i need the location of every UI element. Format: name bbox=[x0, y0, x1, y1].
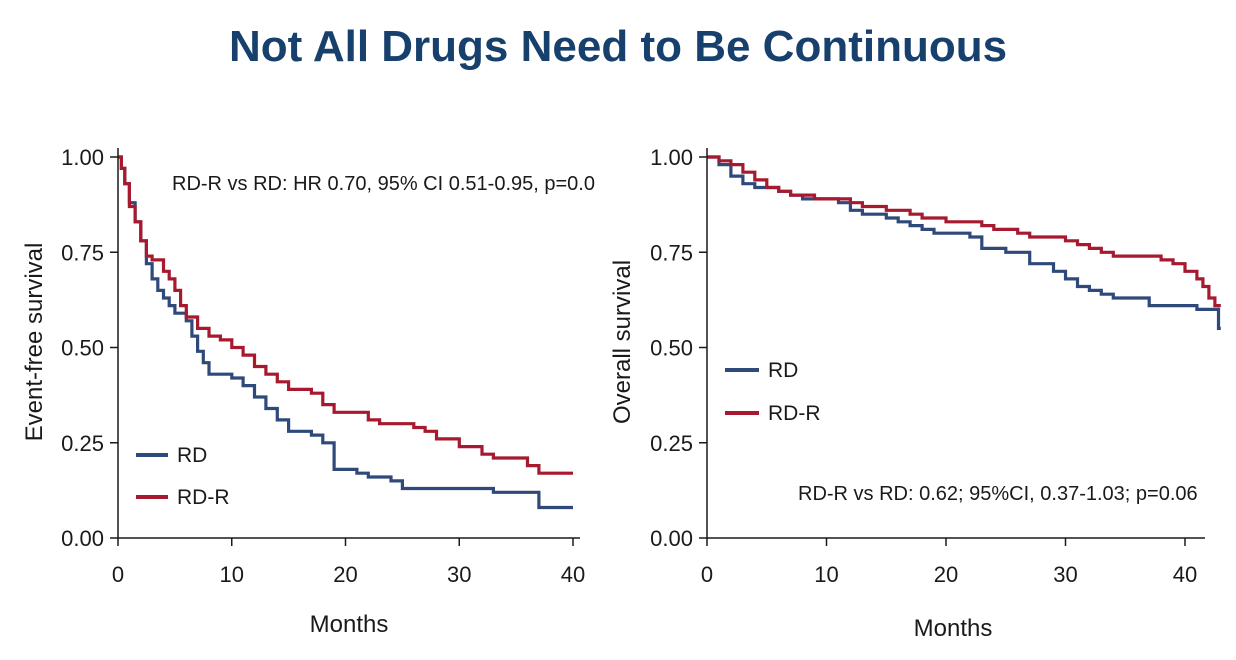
os-x-tick-label: 0 bbox=[701, 562, 713, 587]
slide-title: Not All Drugs Need to Be Continuous bbox=[228, 22, 1008, 71]
efs-y-tick-label: 1.00 bbox=[61, 145, 104, 170]
efs-legend-label-rdr: RD-R bbox=[177, 486, 230, 509]
os-y-axis-title: Overall survival bbox=[609, 260, 636, 424]
os-series-rd-line bbox=[707, 155, 1221, 330]
os-y-tick-label: 1.00 bbox=[650, 145, 693, 170]
efs-series-group bbox=[118, 155, 573, 510]
efs-x-tick-label: 10 bbox=[220, 562, 244, 587]
os-x-tick-label: 40 bbox=[1173, 562, 1197, 587]
efs-y-tick-label: 0.00 bbox=[61, 526, 104, 551]
efs-x-tick-label: 30 bbox=[447, 562, 471, 587]
efs-ticks: 0.00 0.25 0.50 0.75 1.00 0 10 20 30 40 bbox=[61, 145, 585, 587]
os-chart: 0.00 0.25 0.50 0.75 1.00 0 10 20 30 40 Overall su… bbox=[609, 145, 1221, 642]
efs-x-tick-label: 0 bbox=[112, 562, 124, 587]
os-x-axis-title: Months bbox=[914, 615, 993, 642]
os-y-tick-label: 0.00 bbox=[650, 526, 693, 551]
os-y-tick-label: 0.25 bbox=[650, 431, 693, 456]
os-series-group bbox=[707, 155, 1221, 330]
efs-y-tick-label: 0.25 bbox=[61, 431, 104, 456]
efs-y-tick-label: 0.75 bbox=[61, 240, 104, 265]
efs-legend: RD RD-R bbox=[136, 444, 230, 509]
os-y-tick-label: 0.75 bbox=[650, 240, 693, 265]
os-series-rd-r-line bbox=[707, 155, 1221, 308]
efs-x-axis-title: Months bbox=[310, 611, 389, 638]
efs-series-rd-r-line bbox=[118, 155, 573, 475]
efs-chart: 0.00 0.25 0.50 0.75 1.00 0 10 20 30 40 Event-free… bbox=[21, 145, 595, 638]
efs-annotation-clip: RD-R vs RD: HR 0.70, 95% CI 0.51-0.95, p… bbox=[172, 173, 595, 195]
efs-x-tick-label: 20 bbox=[333, 562, 357, 587]
os-x-tick-label: 20 bbox=[934, 562, 958, 587]
os-y-tick-label: 0.50 bbox=[650, 336, 693, 361]
os-legend: RD RD-R bbox=[725, 359, 821, 425]
os-legend-label-rd: RD bbox=[768, 359, 798, 382]
efs-legend-label-rd: RD bbox=[177, 444, 207, 467]
efs-annotation: RD-R vs RD: HR 0.70, 95% CI 0.51-0.95, p… bbox=[172, 173, 595, 195]
os-x-tick-label: 30 bbox=[1053, 562, 1077, 587]
efs-y-axis-title: Event-free survival bbox=[21, 243, 48, 442]
os-legend-label-rdr: RD-R bbox=[768, 402, 821, 425]
os-x-tick-label: 10 bbox=[814, 562, 838, 587]
efs-y-tick-label: 0.50 bbox=[61, 336, 104, 361]
os-annotation: RD-R vs RD: 0.62; 95%CI, 0.37-1.03; p=0.… bbox=[798, 483, 1198, 505]
efs-x-tick-label: 40 bbox=[561, 562, 585, 587]
os-ticks: 0.00 0.25 0.50 0.75 1.00 0 10 20 30 40 bbox=[650, 145, 1197, 587]
